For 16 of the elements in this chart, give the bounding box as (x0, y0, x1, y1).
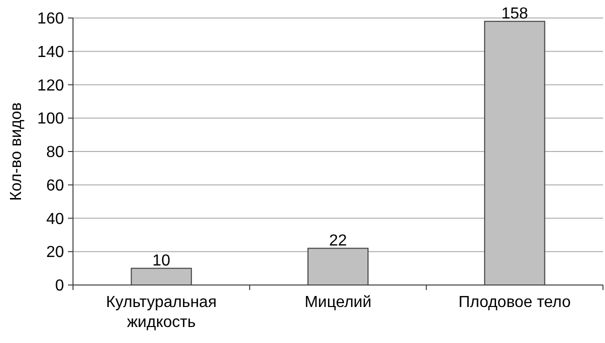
y-axis-title: Кол-во видов (8, 102, 25, 201)
y-tick-label: 0 (55, 278, 64, 295)
y-tick-label: 140 (37, 44, 64, 61)
x-tick-label: Мицелий (304, 294, 372, 311)
y-tick-label: 40 (46, 210, 64, 228)
data-label: 22 (329, 232, 347, 250)
data-label: 158 (501, 5, 528, 22)
y-tick-label: 20 (46, 244, 64, 262)
data-label: 10 (152, 252, 170, 270)
y-tick-label: 160 (37, 10, 64, 28)
y-tick-label: 80 (46, 144, 64, 162)
x-tick-label: Культуральная жидкость (106, 294, 217, 331)
y-tick-label: 100 (37, 110, 64, 128)
y-tick-label: 60 (46, 177, 64, 194)
y-tick-label: 120 (37, 77, 64, 94)
x-tick-label: Плодовое тело (458, 294, 571, 311)
